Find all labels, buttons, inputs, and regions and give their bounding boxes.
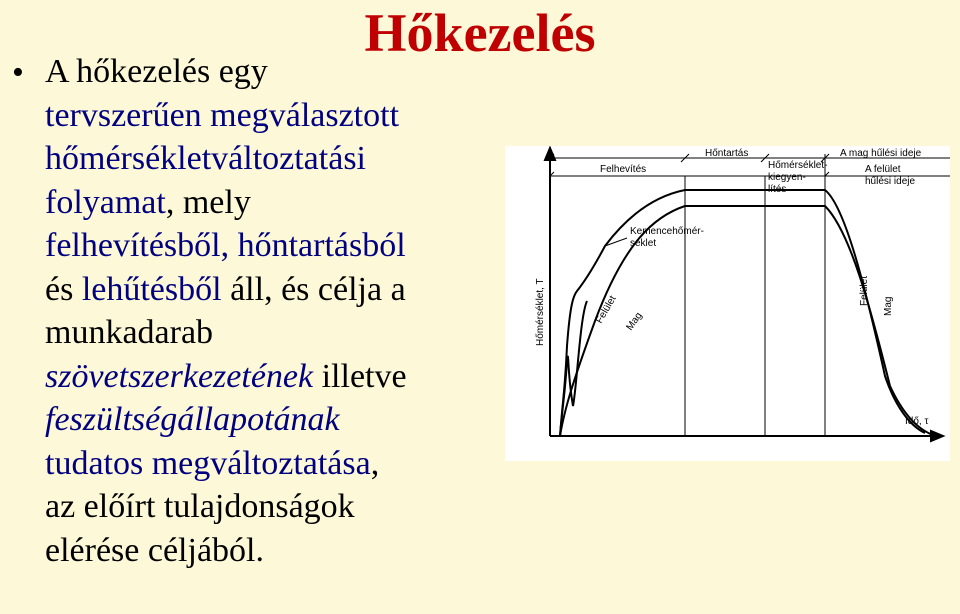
text-line: , mely (166, 184, 251, 221)
heat-treatment-diagram: Felhevítés Hőntartás Hőmérséklet- kiegye… (505, 146, 950, 461)
text-line: tudatos megváltoztatása (45, 445, 371, 482)
label-kemence1: Kemencehőmér- (630, 226, 704, 237)
text-line: A hőkezelés egy (45, 53, 268, 90)
text-line: feszültségállapotának (45, 401, 340, 438)
label-ido: Idő, τ (905, 416, 928, 427)
text-line: lehűtésből (82, 271, 222, 308)
text-line: , (371, 445, 380, 482)
slide: Hőkezelés • A hőkezelés egy tervszerűen … (0, 0, 960, 614)
label-felhul2: hűlési ideje (865, 176, 915, 187)
body-text: A hőkezelés egy tervszerűen megválasztot… (45, 50, 485, 572)
text-line: elérése céljából. (45, 532, 264, 569)
label-kemence2: séklet (630, 238, 656, 249)
label-mag-l: Mag (624, 310, 644, 332)
text-line: illetve (313, 358, 406, 395)
phase-lines (685, 154, 825, 436)
text-line: az előírt tulajdonságok (45, 488, 355, 525)
curve-mag (560, 206, 933, 436)
label-maghul: A mag hűlési ideje (840, 148, 922, 159)
label-felulet-l: Felület (594, 294, 619, 326)
label-yaxis: Hőmérséklet, T (535, 278, 546, 346)
text-line: szövetszerkezetének (45, 358, 313, 395)
label-hkieg2: kiegyen- (768, 172, 806, 183)
text-line: folyamat (45, 184, 166, 221)
axes (545, 148, 943, 441)
label-hontartas: Hőntartás (705, 148, 748, 159)
label-mag-r: Mag (883, 297, 894, 316)
text-line: áll, és célja a (222, 271, 406, 308)
diagram-svg: Felhevítés Hőntartás Hőmérséklet- kiegye… (505, 146, 950, 461)
bullet-marker: • (12, 54, 24, 92)
label-felhevites: Felhevítés (600, 164, 646, 175)
label-hkieg1: Hőmérséklet- (768, 160, 827, 171)
text-line: hőmérsékletváltoztatási (45, 140, 366, 177)
label-hkieg3: lítés (768, 184, 786, 195)
curves (560, 190, 933, 436)
label-felhul1: A felület (865, 164, 901, 175)
text-line: és (45, 271, 82, 308)
label-felulet-r: Felület (859, 276, 870, 306)
text-line: felhevítésből, hőntartásból (45, 227, 406, 264)
text-line: munkadarab (45, 314, 213, 351)
text-line: tervszerűen megválasztott (45, 97, 399, 134)
